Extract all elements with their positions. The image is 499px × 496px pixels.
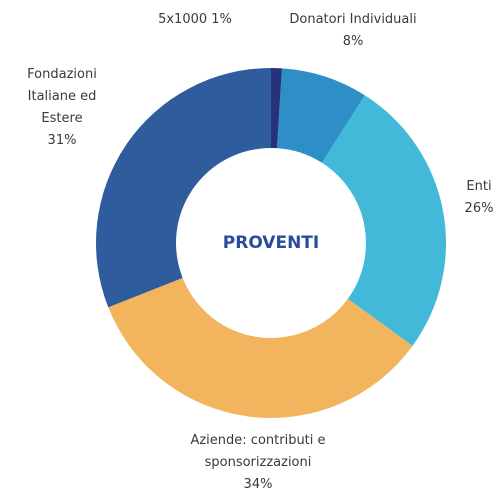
category-label: 5x1000 <box>158 12 208 27</box>
value-label: 1% <box>211 12 232 27</box>
donut-slice <box>271 68 282 149</box>
value-label: 8% <box>342 34 364 49</box>
slice-label: 5x1000 1% <box>140 9 250 31</box>
slice-label: Donatori Individuali 8% <box>265 9 441 53</box>
category-label: Enti <box>466 179 492 194</box>
donut-slice <box>96 68 272 308</box>
value-label: 31% <box>47 133 77 148</box>
category-label: Fondazioni Italiane ed Estere <box>27 67 97 126</box>
donut-slice <box>108 277 413 419</box>
category-label: Donatori Individuali <box>289 12 417 27</box>
slice-label: Aziende: contributi e sponsorizzazioni 34… <box>150 430 366 496</box>
slice-label: Fondazioni Italiane ed Estere 31% <box>8 64 116 152</box>
slice-label: Enti 26% <box>456 176 499 220</box>
value-label: 26% <box>464 201 494 216</box>
chart-title: PROVENTI <box>223 233 319 253</box>
category-label: Aziende: contributi e sponsorizzazioni <box>190 433 326 470</box>
value-label: 34% <box>243 477 273 492</box>
donut-slice <box>321 95 447 346</box>
donut-slice <box>276 68 365 163</box>
